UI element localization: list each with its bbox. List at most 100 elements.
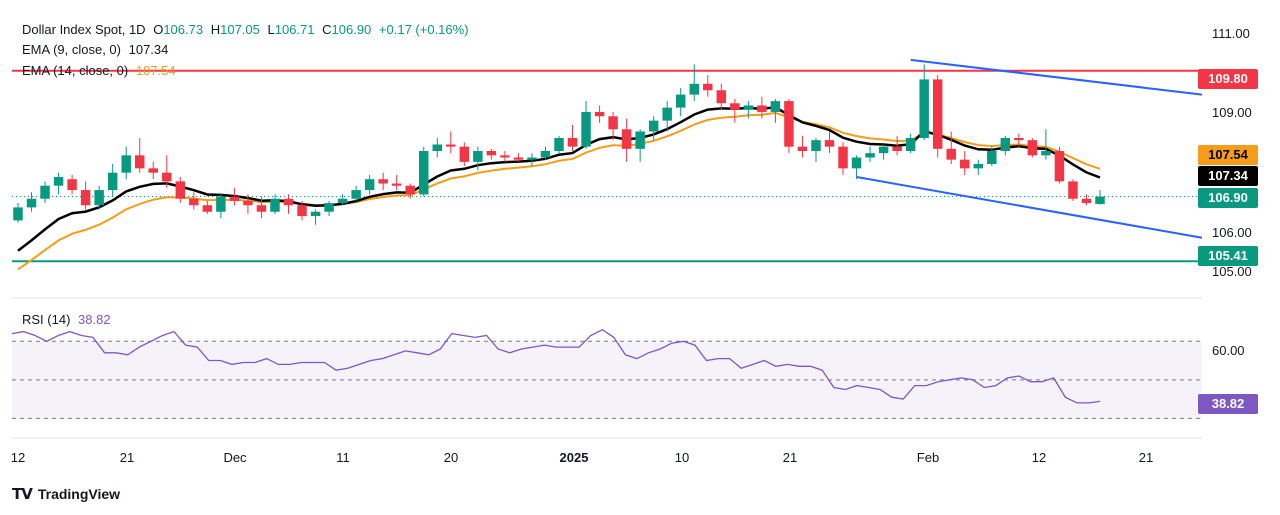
candle-body xyxy=(905,137,916,151)
candle-body xyxy=(635,131,645,149)
candle xyxy=(797,135,808,158)
candle-body xyxy=(270,198,280,212)
candle-body xyxy=(730,103,740,110)
candle-body xyxy=(784,101,794,147)
candle xyxy=(540,146,551,160)
candle-body xyxy=(1095,196,1105,204)
candle-body xyxy=(13,207,23,221)
candle xyxy=(838,142,848,175)
candle-body xyxy=(527,157,537,160)
candle-body xyxy=(1041,151,1051,156)
price-axis-label: 111.00 xyxy=(1212,26,1250,41)
candle xyxy=(351,185,361,201)
candle xyxy=(1081,194,1092,206)
candle xyxy=(202,200,213,214)
candle-body xyxy=(53,177,64,186)
candle xyxy=(878,144,889,160)
ema14-label: EMA (14, close, 0) xyxy=(22,63,129,78)
candle xyxy=(716,83,727,110)
time-axis-label: 10 xyxy=(675,450,689,465)
candle-body xyxy=(648,120,659,132)
candle-body xyxy=(1068,181,1078,199)
candle-body xyxy=(716,90,727,104)
channel-lower-line xyxy=(856,176,1203,239)
candle-body xyxy=(80,190,91,206)
candle xyxy=(134,137,145,173)
candle xyxy=(446,131,456,154)
candle xyxy=(648,116,659,141)
ema14-legend[interactable]: EMA (14, close, 0) 107.54 xyxy=(22,63,180,78)
candle-body xyxy=(757,105,767,112)
time-axis-label: Feb xyxy=(917,450,939,465)
candle xyxy=(608,111,618,141)
candle xyxy=(662,101,672,132)
candle-body xyxy=(1081,198,1092,204)
candle-body xyxy=(960,159,970,169)
ema9-legend[interactable]: EMA (9, close, 0) 107.34 xyxy=(22,42,172,57)
candle xyxy=(391,174,402,191)
last-price-tag: 106.90 xyxy=(1198,188,1258,208)
symbol-legend[interactable]: Dollar Index Spot, 1D O106.73 H107.05 L1… xyxy=(22,22,473,37)
candle-body xyxy=(189,198,199,206)
candle-body xyxy=(811,140,821,151)
candle xyxy=(757,96,767,119)
candle-body xyxy=(67,179,77,191)
candle-body xyxy=(446,144,456,147)
candle xyxy=(1041,129,1051,160)
candle xyxy=(216,194,226,219)
candle xyxy=(175,177,186,204)
ema9-value: 107.34 xyxy=(128,42,169,57)
close-label: C xyxy=(322,22,332,37)
candle xyxy=(987,146,997,167)
candle xyxy=(94,185,104,210)
candle xyxy=(905,133,916,154)
candle-body xyxy=(1000,137,1011,151)
candle xyxy=(919,64,929,141)
candle-body xyxy=(351,190,361,199)
brand-name: TradingView xyxy=(37,486,121,502)
candle-body xyxy=(608,116,618,130)
ema9-label: EMA (9, close, 0) xyxy=(22,42,121,57)
candle xyxy=(310,209,321,225)
candle-body xyxy=(148,168,158,173)
candle-body xyxy=(1027,140,1038,156)
candle-body xyxy=(973,164,984,169)
candle-body xyxy=(364,179,375,191)
candle xyxy=(811,137,821,162)
time-axis-label: 12 xyxy=(1032,450,1046,465)
price-axis-label: 105.00 xyxy=(1212,264,1252,279)
candle-body xyxy=(432,144,443,151)
candle xyxy=(621,118,632,162)
candle-body xyxy=(486,151,497,156)
candle xyxy=(675,88,686,117)
candle-body xyxy=(662,107,672,121)
close-value: 106.90 xyxy=(331,22,372,37)
candle-body xyxy=(540,151,551,158)
candle-body xyxy=(378,179,388,184)
candle xyxy=(419,146,429,197)
tradingview-brand[interactable]: 𝗧𝗩 TradingView xyxy=(12,485,120,503)
time-axis-label: 21 xyxy=(783,450,797,465)
rsi-legend-value: 38.82 xyxy=(78,312,111,327)
candle xyxy=(229,187,240,206)
candle xyxy=(432,137,443,158)
candle-body xyxy=(838,146,848,169)
candle-body xyxy=(513,157,524,160)
candle xyxy=(459,142,470,167)
rsi-legend[interactable]: RSI (14) 38.82 xyxy=(22,312,115,327)
candle xyxy=(960,151,970,175)
candle xyxy=(378,172,388,191)
resistance-price-tag: 109.80 xyxy=(1198,69,1258,89)
candle xyxy=(486,148,497,160)
high-value: 107.05 xyxy=(220,22,260,37)
candle-body xyxy=(797,146,808,151)
candle-body xyxy=(419,151,429,195)
candle-body xyxy=(107,172,118,191)
candle-body xyxy=(932,79,943,149)
candle-body xyxy=(824,140,835,147)
candle xyxy=(635,129,645,162)
candle-body xyxy=(216,196,226,212)
candle xyxy=(256,196,267,219)
candle-body xyxy=(459,146,470,162)
